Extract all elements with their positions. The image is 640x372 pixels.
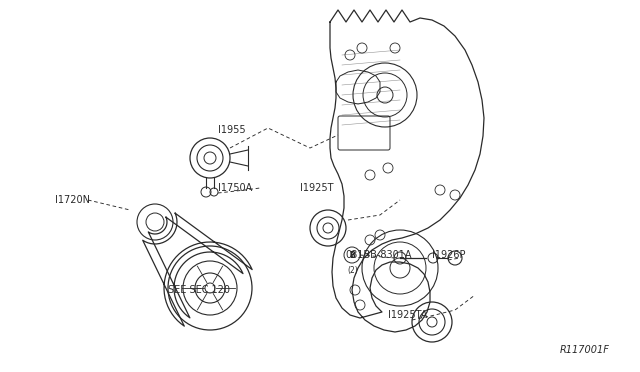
Text: I1750A: I1750A: [218, 183, 252, 193]
Text: SEE SEC.120: SEE SEC.120: [168, 285, 230, 295]
Text: (2): (2): [348, 266, 358, 275]
Text: 081BB-8301A: 081BB-8301A: [345, 250, 412, 260]
Text: B: B: [349, 250, 355, 260]
Text: I1925T: I1925T: [300, 183, 333, 193]
Text: I1925TA: I1925TA: [388, 310, 428, 320]
Text: I1955: I1955: [218, 125, 246, 135]
Text: I1926P: I1926P: [432, 250, 465, 260]
Text: I1720N: I1720N: [55, 195, 90, 205]
Text: R117001F: R117001F: [560, 345, 610, 355]
